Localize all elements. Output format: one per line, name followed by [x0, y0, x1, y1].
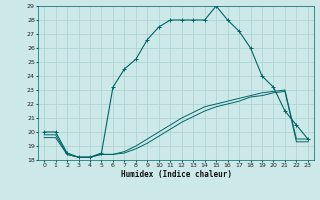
X-axis label: Humidex (Indice chaleur): Humidex (Indice chaleur)	[121, 170, 231, 179]
